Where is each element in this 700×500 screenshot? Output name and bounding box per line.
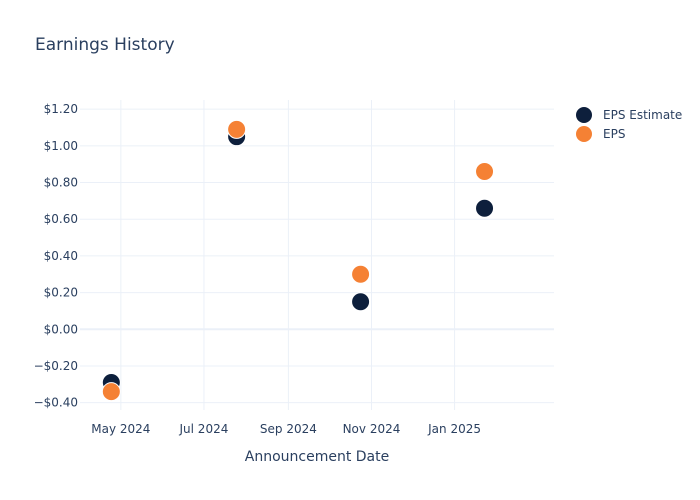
eps-point[interactable] bbox=[101, 382, 121, 402]
y-tick-label: $0.40 bbox=[44, 249, 78, 263]
y-tick-label: −$0.40 bbox=[34, 396, 78, 410]
legend-eps-estimate-marker[interactable] bbox=[576, 107, 592, 123]
eps-estimate-point[interactable] bbox=[351, 292, 371, 312]
grid-layer bbox=[80, 100, 554, 410]
y-tick-label: $0.60 bbox=[44, 212, 78, 226]
legend-eps-marker[interactable] bbox=[576, 126, 592, 142]
x-tick-label: Sep 2024 bbox=[260, 422, 317, 436]
x-tick-label: Jul 2024 bbox=[179, 422, 229, 436]
y-axis-ticks: $1.20 $1.00 $0.80 $0.60 $0.40 $0.20 $0.00 −$0.2… bbox=[34, 102, 78, 409]
eps-point[interactable] bbox=[475, 162, 495, 182]
y-tick-label: $0.00 bbox=[44, 322, 78, 336]
y-tick-label: −$0.20 bbox=[34, 359, 78, 373]
eps-point[interactable] bbox=[351, 264, 371, 284]
y-tick-label: $0.20 bbox=[44, 286, 78, 300]
x-axis-title: Announcement Date bbox=[245, 449, 389, 465]
legend: EPS Estimate EPS bbox=[576, 107, 682, 142]
x-tick-label: Nov 2024 bbox=[343, 422, 401, 436]
x-tick-label: Jan 2025 bbox=[427, 422, 481, 436]
y-tick-label: $1.00 bbox=[44, 139, 78, 153]
data-points bbox=[101, 119, 495, 402]
eps-point[interactable] bbox=[227, 119, 247, 139]
eps-estimate-point[interactable] bbox=[475, 198, 495, 218]
chart-title: Earnings History bbox=[35, 35, 175, 55]
y-tick-label: $0.80 bbox=[44, 176, 78, 190]
x-tick-label: May 2024 bbox=[91, 422, 150, 436]
y-tick-label: $1.20 bbox=[44, 102, 78, 116]
x-axis-ticks: May 2024 Jul 2024 Sep 2024 Nov 2024 Jan 2025 bbox=[91, 422, 481, 436]
legend-eps-estimate-label: EPS Estimate bbox=[603, 108, 682, 122]
legend-eps-label: EPS bbox=[603, 127, 625, 141]
